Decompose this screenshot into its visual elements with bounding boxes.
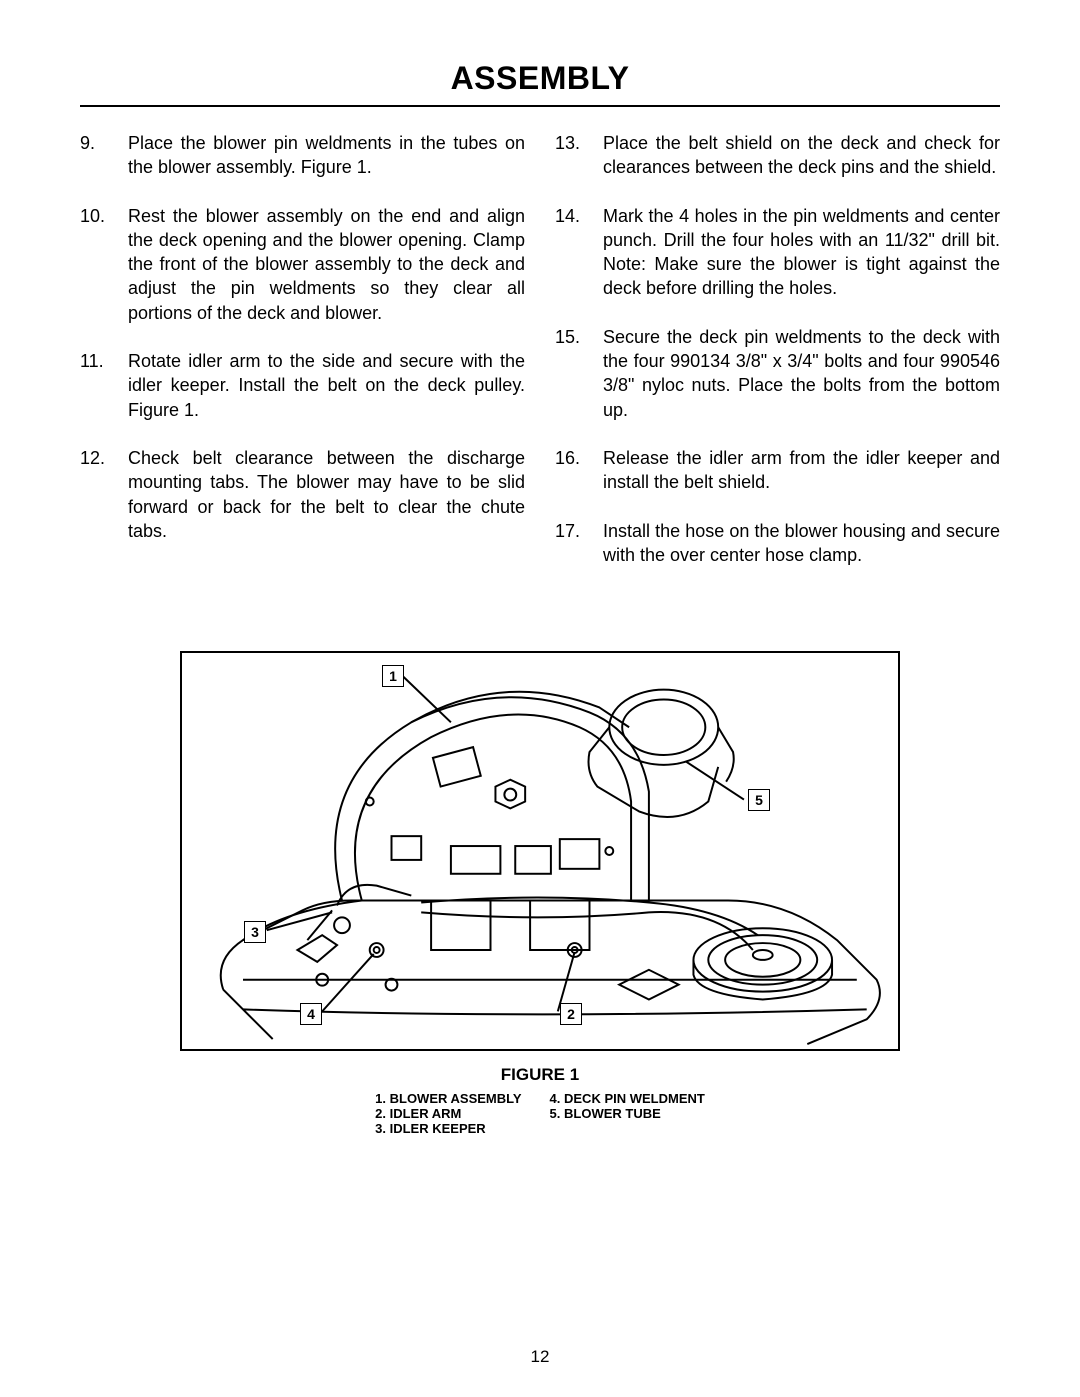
step-number: 17.: [555, 519, 603, 568]
step-number: 10.: [80, 204, 128, 325]
step-number: 15.: [555, 325, 603, 422]
callout-4: 4: [300, 1003, 322, 1025]
figure-1-box: 1 5 3 4 2: [180, 651, 900, 1051]
step-text: Release the idler arm from the idler kee…: [603, 446, 1000, 495]
step-number: 12.: [80, 446, 128, 543]
legend-right: 4. DECK PIN WELDMENT 5. BLOWER TUBE: [550, 1091, 705, 1136]
right-column: 13. Place the belt shield on the deck an…: [555, 131, 1000, 591]
step-text: Mark the 4 holes in the pin weldments an…: [603, 204, 1000, 301]
step-16: 16. Release the idler arm from the idler…: [555, 446, 1000, 495]
callout-2: 2: [560, 1003, 582, 1025]
figure-wrapper: 1 5 3 4 2 FIGURE 1 1. BLOWER ASSEMBLY 2.…: [80, 651, 1000, 1136]
figure-legend: 1. BLOWER ASSEMBLY 2. IDLER ARM 3. IDLER…: [375, 1091, 705, 1136]
callout-1: 1: [382, 665, 404, 687]
step-13: 13. Place the belt shield on the deck an…: [555, 131, 1000, 180]
page-number: 12: [0, 1347, 1080, 1367]
legend-left: 1. BLOWER ASSEMBLY 2. IDLER ARM 3. IDLER…: [375, 1091, 521, 1136]
step-17: 17. Install the hose on the blower housi…: [555, 519, 1000, 568]
step-9: 9. Place the blower pin weldments in the…: [80, 131, 525, 180]
step-text: Place the blower pin weldments in the tu…: [128, 131, 525, 180]
page-title: ASSEMBLY: [80, 60, 1000, 97]
figure-1-diagram: [182, 653, 898, 1049]
legend-item: 2. IDLER ARM: [375, 1106, 521, 1121]
step-15: 15. Secure the deck pin weldments to the…: [555, 325, 1000, 422]
left-column: 9. Place the blower pin weldments in the…: [80, 131, 525, 591]
step-text: Check belt clearance between the dischar…: [128, 446, 525, 543]
legend-item: 5. BLOWER TUBE: [550, 1106, 705, 1121]
legend-item: 1. BLOWER ASSEMBLY: [375, 1091, 521, 1106]
step-number: 16.: [555, 446, 603, 495]
callout-3: 3: [244, 921, 266, 943]
figure-caption: FIGURE 1: [501, 1065, 579, 1085]
callout-5: 5: [748, 789, 770, 811]
step-text: Rest the blower assembly on the end and …: [128, 204, 525, 325]
step-11: 11. Rotate idler arm to the side and sec…: [80, 349, 525, 422]
step-text: Secure the deck pin weldments to the dec…: [603, 325, 1000, 422]
step-text: Install the hose on the blower housing a…: [603, 519, 1000, 568]
legend-item: 4. DECK PIN WELDMENT: [550, 1091, 705, 1106]
step-number: 9.: [80, 131, 128, 180]
step-14: 14. Mark the 4 holes in the pin weldment…: [555, 204, 1000, 301]
step-number: 14.: [555, 204, 603, 301]
step-text: Place the belt shield on the deck and ch…: [603, 131, 1000, 180]
step-text: Rotate idler arm to the side and secure …: [128, 349, 525, 422]
step-number: 11.: [80, 349, 128, 422]
step-10: 10. Rest the blower assembly on the end …: [80, 204, 525, 325]
content-columns: 9. Place the blower pin weldments in the…: [80, 131, 1000, 591]
title-underline: [80, 105, 1000, 107]
step-12: 12. Check belt clearance between the dis…: [80, 446, 525, 543]
title-wrapper: ASSEMBLY: [80, 60, 1000, 97]
step-number: 13.: [555, 131, 603, 180]
legend-item: 3. IDLER KEEPER: [375, 1121, 521, 1136]
